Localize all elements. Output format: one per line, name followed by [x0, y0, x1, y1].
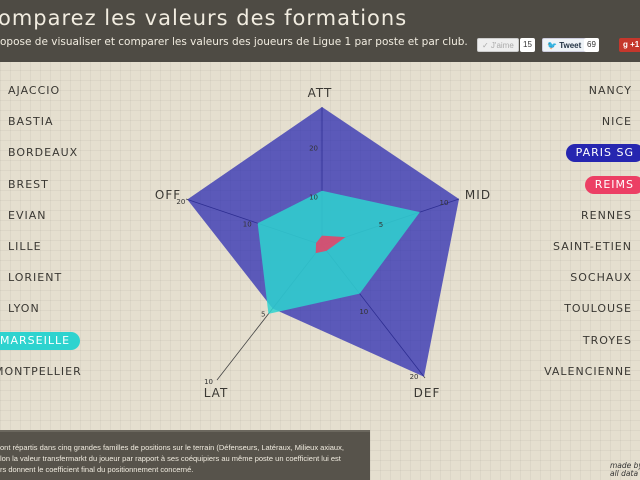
club-toulouse[interactable]: TOULOUSE: [564, 302, 632, 316]
page-title: omparez les valeurs des formations: [0, 6, 408, 30]
club-evian[interactable]: EVIAN: [8, 208, 47, 222]
axis-label-def: DEF: [414, 386, 441, 400]
tick-label: 20: [410, 373, 419, 381]
axis-label-lat: LAT: [204, 386, 229, 400]
club-valencienne[interactable]: VALENCIENNE: [544, 364, 632, 378]
info-box: ont répartis dans cinq grandes familles …: [0, 430, 370, 480]
info-line: rs donnent le coefficient final du posit…: [0, 465, 194, 474]
tick-label: 10: [204, 378, 213, 386]
tweet-button[interactable]: 🐦 Tweet: [542, 38, 587, 52]
club-lorient[interactable]: LORIENT: [8, 271, 63, 285]
axis-label-off: OFF: [155, 188, 181, 202]
axis-label-mid: MID: [465, 188, 491, 202]
tick-label: 10: [440, 199, 449, 207]
twitter-bird-icon: 🐦: [547, 41, 557, 50]
club-sochaux[interactable]: SOCHAUX: [570, 271, 632, 285]
club-saint-etien[interactable]: SAINT-ETIEN: [553, 240, 632, 253]
tweet-count: 69: [584, 38, 599, 52]
info-line: lon la valeur transfermarkt du joueur pa…: [0, 454, 341, 463]
club-rennes[interactable]: RENNES: [581, 208, 632, 222]
tick-label: 10: [309, 194, 318, 202]
gplus-button[interactable]: g +1: [619, 38, 640, 52]
tweet-label: Tweet: [559, 41, 582, 50]
gplus-icon: g: [623, 40, 628, 49]
tick-label: 20: [309, 144, 318, 152]
credit-made-by: made by: [610, 461, 640, 470]
series-area-marseille[interactable]: [257, 190, 420, 314]
credit-data: all data: [610, 469, 639, 478]
like-count: 15: [520, 38, 535, 52]
header: omparez les valeurs des formations opose…: [0, 0, 640, 62]
credit: made by all data: [610, 462, 640, 478]
club-bordeaux[interactable]: BORDEAUX: [8, 146, 79, 160]
gplus-label: +1: [630, 40, 640, 49]
club-montpellier[interactable]: MONTPELLIER: [0, 364, 82, 378]
tick-label: 5: [379, 221, 383, 229]
club-marseille[interactable]: MARSEILLE: [0, 331, 81, 350]
tick-label: 5: [261, 311, 265, 319]
tick-label: 10: [359, 308, 368, 316]
club-nice[interactable]: NICE: [601, 115, 632, 129]
club-nancy[interactable]: NANCY: [588, 84, 632, 97]
tick-label: 10: [243, 221, 252, 229]
tick-label: 20: [176, 198, 185, 206]
axis-label-att: ATT: [308, 86, 333, 100]
club-paris-sg[interactable]: PARIS SG: [565, 144, 640, 163]
club-ajaccio[interactable]: AJACCIO: [8, 84, 61, 97]
series-area-reims[interactable]: [315, 235, 346, 254]
info-line: ont répartis dans cinq grandes familles …: [0, 443, 344, 452]
club-lille[interactable]: LILLE: [8, 240, 42, 253]
club-bastia[interactable]: BASTIA: [8, 115, 54, 129]
club-troyes[interactable]: TROYES: [582, 333, 632, 347]
facebook-like-button[interactable]: ✓ J'aime: [477, 38, 519, 52]
club-lyon[interactable]: LYON: [8, 302, 40, 316]
club-reims[interactable]: REIMS: [584, 175, 640, 194]
club-brest[interactable]: BREST: [8, 177, 49, 191]
page-subtitle: opose de visualiser et comparer les vale…: [0, 36, 468, 48]
